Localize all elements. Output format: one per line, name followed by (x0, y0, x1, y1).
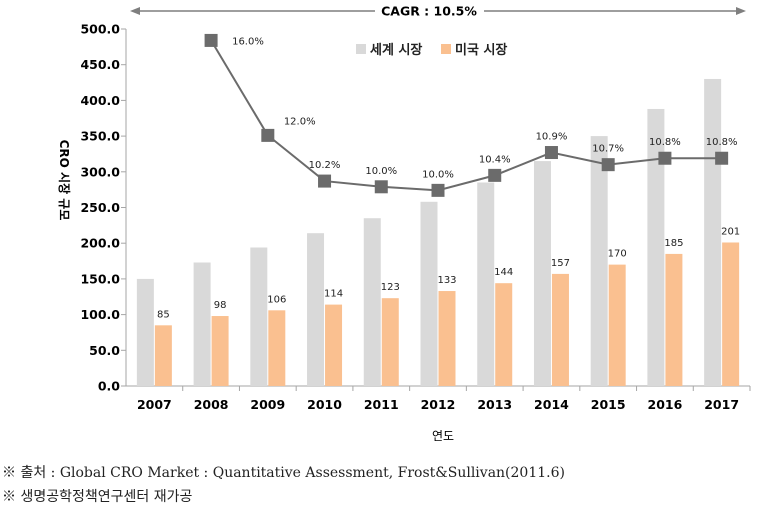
bar-us (665, 253, 683, 386)
bar-us (495, 283, 513, 386)
x-tick-label: 2014 (534, 397, 569, 412)
y-tick-label: 450.0 (80, 57, 120, 72)
x-axis-title: 연도 (432, 429, 454, 443)
bar-us-label: 157 (551, 258, 570, 269)
chart-svg: 0.0 50.0 100.0 150.0 200.0 250.0 300.0 350.0 400… (57, 4, 751, 443)
y-axis-title: CRO 시장 규모 (57, 140, 71, 221)
y-tick-label: 0.0 (98, 379, 120, 394)
x-tick-label: 2015 (591, 397, 626, 412)
y-tick-label: 100.0 (80, 307, 120, 322)
y-tick-label: 200.0 (80, 236, 120, 251)
bar-us (325, 304, 343, 386)
growth-label: 10.0% (422, 169, 454, 180)
x-tick-label: 2007 (137, 397, 172, 412)
bar-world (136, 278, 154, 386)
legend-us-swatch (441, 44, 451, 54)
growth-line (210, 39, 722, 192)
legend-world-swatch (356, 44, 366, 54)
bar-world (250, 247, 268, 386)
x-tick-label: 2013 (477, 397, 512, 412)
bar-us-label: 201 (721, 226, 740, 237)
bar-world (477, 182, 495, 386)
growth-marker (318, 174, 332, 188)
bar-us (608, 264, 626, 386)
cagr-arrowhead-left (130, 7, 140, 15)
bar-world (420, 201, 438, 386)
x-tick-label: 2012 (421, 397, 456, 412)
x-tick-label: 2010 (307, 397, 342, 412)
growth-marker (658, 151, 672, 165)
growth-marker (374, 180, 388, 194)
source-note: ※ 출처 : Global CRO Market : Quantitative … (2, 465, 565, 481)
bar-world (590, 136, 608, 386)
y-tick-label: 300.0 (80, 164, 120, 179)
bar-us-label: 106 (267, 294, 286, 305)
chart: 0.0 50.0 100.0 150.0 200.0 250.0 300.0 350.0 400… (57, 4, 751, 443)
cagr-arrowhead-right (736, 7, 746, 15)
growth-label: 10.4% (479, 154, 511, 165)
legend-world-label: 세계 시장 (370, 42, 422, 58)
bar-us-label: 98 (214, 300, 227, 311)
legend-us-label: 미국 시장 (455, 42, 507, 58)
x-tick-label: 2016 (648, 397, 683, 412)
y-tick-label: 350.0 (80, 129, 120, 144)
bar-us-label: 85 (157, 309, 170, 320)
bar-world (363, 218, 381, 386)
y-tick-label: 400.0 (80, 93, 120, 108)
x-tick-label: 2008 (194, 397, 229, 412)
growth-marker (601, 158, 615, 172)
bar-world (193, 262, 211, 386)
growth-label: 12.0% (284, 116, 316, 127)
growth-label: 10.2% (309, 160, 341, 171)
growth-label: 10.8% (706, 137, 738, 148)
bar-us-label: 170 (608, 249, 627, 260)
bar-us-label: 114 (324, 289, 343, 300)
growth-marker (431, 183, 445, 197)
bar-us-label: 144 (494, 267, 513, 278)
bar-world (533, 161, 551, 386)
growth-label: 16.0% (232, 36, 264, 47)
x-tick-label: 2009 (250, 397, 285, 412)
bar-us-label: 123 (381, 282, 400, 293)
bar-world (647, 108, 665, 386)
growth-label: 10.7% (592, 144, 624, 155)
bar-us (211, 316, 229, 386)
bar-us (722, 242, 740, 386)
bar-us (551, 273, 569, 386)
growth-label: 10.0% (365, 166, 397, 177)
bar-world (307, 233, 325, 386)
bar-us (268, 310, 286, 386)
growth-marker (544, 146, 558, 160)
y-tick-label: 500.0 (80, 22, 120, 37)
growth-marker (204, 33, 218, 47)
bar-us (154, 325, 172, 386)
x-tick-label: 2017 (704, 397, 739, 412)
growth-label: 10.8% (649, 137, 681, 148)
bar-world (704, 78, 722, 386)
growth-marker (488, 168, 502, 182)
growth-label: 10.9% (536, 132, 568, 143)
x-tick-label: 2011 (364, 397, 399, 412)
y-tick-label: 150.0 (80, 271, 120, 286)
y-tick-label: 50.0 (89, 343, 120, 358)
bar-us-label: 185 (664, 238, 683, 249)
editor-note: ※ 생명공학정책연구센터 재가공 (2, 489, 193, 505)
growth-marker (715, 151, 729, 165)
bar-us (438, 291, 456, 386)
bar-us-label: 133 (437, 275, 456, 286)
growth-marker (261, 128, 275, 142)
cagr-label: CAGR : 10.5% (381, 4, 477, 19)
y-tick-label: 250.0 (80, 200, 120, 215)
bar-us (381, 298, 399, 386)
